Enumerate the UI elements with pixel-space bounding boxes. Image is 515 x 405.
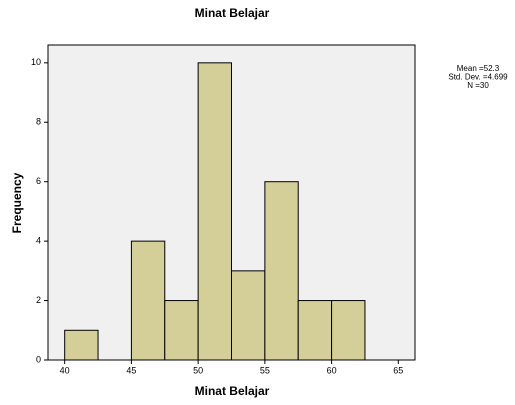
x-tick-label: 40 xyxy=(60,365,70,375)
x-tick-label: 60 xyxy=(327,365,337,375)
x-tick-label: 65 xyxy=(393,365,403,375)
bar xyxy=(164,300,199,361)
x-tick-label: 45 xyxy=(126,365,136,375)
x-tick-label: 55 xyxy=(260,365,270,375)
stat-annotation: Mean =52.3 xyxy=(457,64,500,73)
y-tick-label: 10 xyxy=(31,57,41,67)
x-axis-title: Minat Belajar xyxy=(195,384,270,398)
x-tick-label: 50 xyxy=(193,365,203,375)
bar xyxy=(64,329,99,361)
y-tick-label: 6 xyxy=(36,176,41,186)
bar xyxy=(331,300,366,361)
bar xyxy=(297,300,333,361)
y-tick-label: 8 xyxy=(36,117,41,127)
bar xyxy=(130,240,166,361)
chart-title: Minat Belajar xyxy=(195,6,270,20)
bar xyxy=(231,270,266,361)
stat-annotation: N =30 xyxy=(467,81,489,90)
bar xyxy=(264,181,299,361)
y-tick-label: 4 xyxy=(36,236,41,246)
bar xyxy=(197,62,233,361)
y-axis-title: Frequency xyxy=(10,172,24,233)
y-tick-label: 2 xyxy=(36,295,41,305)
y-tick-label: 0 xyxy=(36,354,41,364)
stat-annotation: Std. Dev. =4.699 xyxy=(448,73,508,82)
